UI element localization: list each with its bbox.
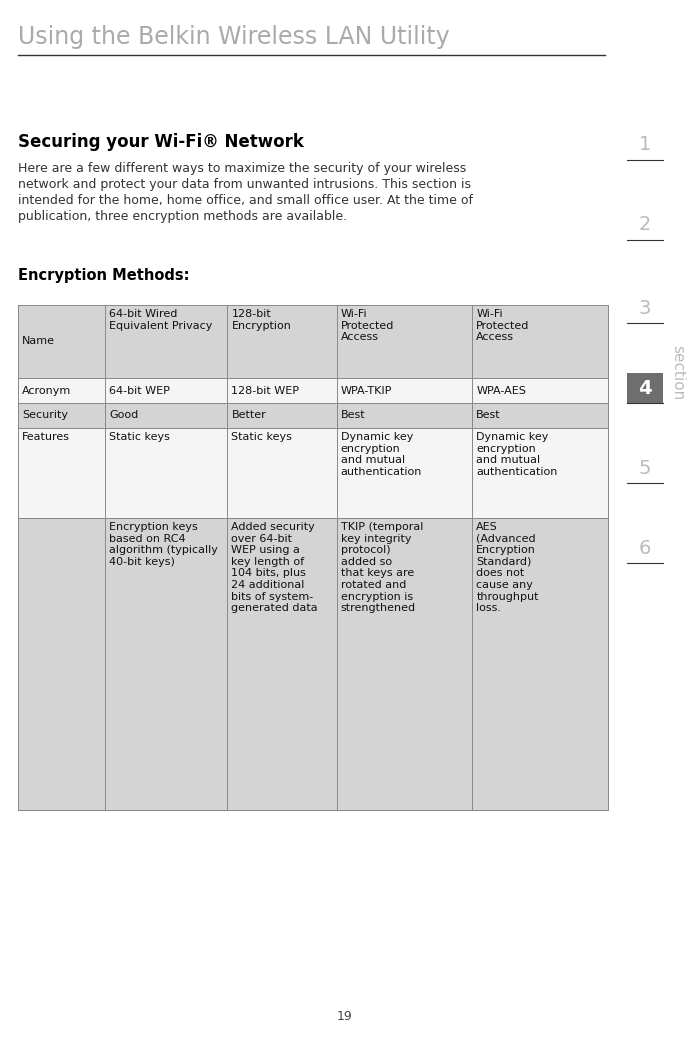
Text: 64-bit Wired
Equivalent Privacy: 64-bit Wired Equivalent Privacy: [109, 309, 213, 330]
Text: Static keys: Static keys: [109, 432, 170, 442]
Text: Name: Name: [22, 336, 55, 347]
Text: 4: 4: [638, 379, 652, 398]
Text: 128-bit
Encryption: 128-bit Encryption: [231, 309, 291, 330]
Text: Encryption Methods:: Encryption Methods:: [18, 268, 190, 283]
Text: WPA-AES: WPA-AES: [476, 385, 526, 395]
Text: Features: Features: [22, 432, 70, 442]
Text: 64-bit WEP: 64-bit WEP: [109, 385, 170, 395]
Text: 5: 5: [639, 459, 651, 477]
Bar: [18, 428, 608, 518]
Text: Using the Belkin Wireless LAN Utility: Using the Belkin Wireless LAN Utility: [18, 25, 450, 49]
Text: network and protect your data from unwanted intrusions. This section is: network and protect your data from unwan…: [18, 177, 471, 191]
Text: Added security
over 64-bit
WEP using a
key length of
104 bits, plus
24 additiona: Added security over 64-bit WEP using a k…: [231, 522, 318, 613]
Bar: [18, 518, 608, 810]
Text: Acronym: Acronym: [22, 385, 71, 395]
Text: Encryption keys
based on RC4
algorithm (typically
40-bit keys): Encryption keys based on RC4 algorithm (…: [109, 522, 218, 567]
Text: Dynamic key
encryption
and mutual
authentication: Dynamic key encryption and mutual authen…: [476, 432, 558, 476]
Bar: [18, 305, 608, 378]
Text: Good: Good: [109, 410, 139, 420]
Text: section: section: [671, 346, 685, 401]
Text: Best: Best: [476, 410, 501, 420]
Bar: [18, 378, 608, 403]
Text: TKIP (temporal
key integrity
protocol)
added so
that keys are
rotated and
encryp: TKIP (temporal key integrity protocol) a…: [341, 522, 423, 613]
Text: publication, three encryption methods are available.: publication, three encryption methods ar…: [18, 210, 347, 223]
Text: 19: 19: [337, 1010, 353, 1023]
Text: Best: Best: [341, 410, 365, 420]
Text: Wi-Fi
Protected
Access: Wi-Fi Protected Access: [341, 309, 394, 343]
Text: 3: 3: [639, 299, 651, 318]
Text: Here are a few different ways to maximize the security of your wireless: Here are a few different ways to maximiz…: [18, 162, 466, 175]
Text: Better: Better: [231, 410, 266, 420]
Text: Static keys: Static keys: [231, 432, 293, 442]
Text: intended for the home, home office, and small office user. At the time of: intended for the home, home office, and …: [18, 194, 473, 207]
Text: Wi-Fi
Protected
Access: Wi-Fi Protected Access: [476, 309, 530, 343]
Text: Dynamic key
encryption
and mutual
authentication: Dynamic key encryption and mutual authen…: [341, 432, 422, 476]
Text: 128-bit WEP: 128-bit WEP: [231, 385, 299, 395]
Text: Securing your Wi-Fi® Network: Securing your Wi-Fi® Network: [18, 133, 304, 151]
Text: WPA-TKIP: WPA-TKIP: [341, 385, 392, 395]
Text: 2: 2: [639, 216, 651, 235]
Bar: [627, 373, 663, 403]
Text: Security: Security: [22, 410, 68, 420]
Text: 1: 1: [639, 136, 651, 155]
Bar: [18, 403, 608, 428]
Text: AES
(Advanced
Encryption
Standard)
does not
cause any
throughput
loss.: AES (Advanced Encryption Standard) does …: [476, 522, 539, 613]
Text: 6: 6: [639, 539, 651, 557]
